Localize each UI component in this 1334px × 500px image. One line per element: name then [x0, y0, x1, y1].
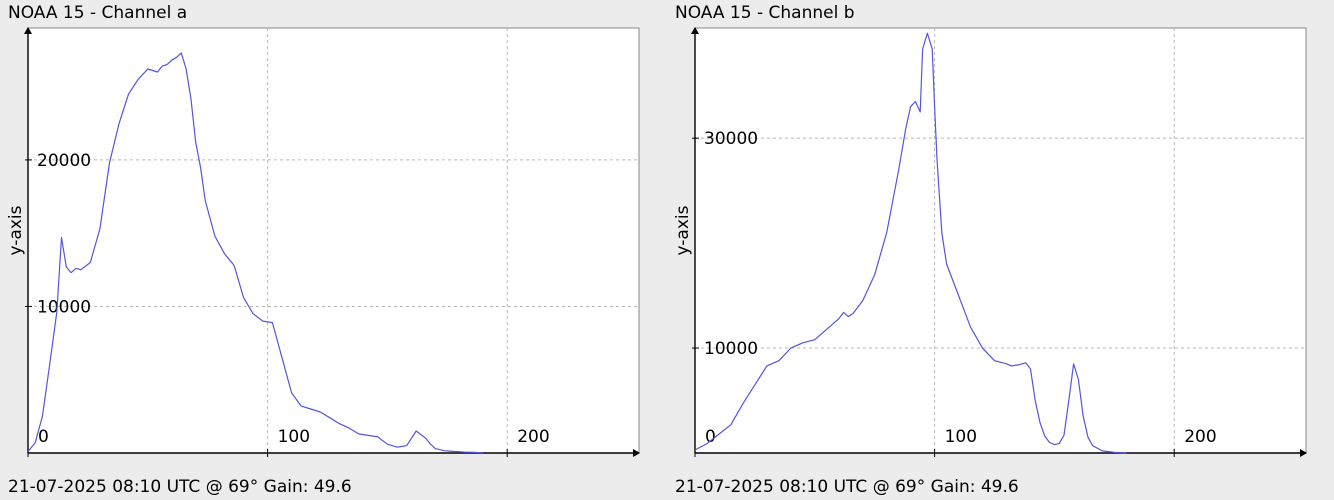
x-axis-arrow	[633, 449, 640, 457]
chart-title: NOAA 15 - Channel b	[675, 3, 855, 23]
x-tick-label: 100	[278, 427, 310, 447]
plot-area	[694, 27, 1307, 454]
x-tick-label: 0	[38, 427, 49, 447]
chart-b-svg: 0 100 200 10000 30000 y-axis	[673, 27, 1307, 457]
y-tick-label: 30000	[704, 129, 758, 149]
y-axis-label: y-axis	[6, 205, 26, 255]
x-tick-label: 200	[1184, 427, 1216, 447]
x-axis-arrow	[1300, 449, 1307, 457]
y-axis-label: y-axis	[673, 205, 693, 255]
chart-panel-b: NOAA 15 - Channel b 0 100 200 10000 30000 y-a…	[667, 0, 1334, 500]
y-axis-arrow	[691, 27, 699, 34]
y-tick-label: 10000	[37, 297, 91, 317]
chart-panel-a: NOAA 15 - Channel a 0 100 200 10000 20000 y-a…	[6, 3, 640, 497]
chart-footer: 21-07-2025 08:10 UTC @ 69° Gain: 49.6	[675, 477, 1019, 497]
series-line	[694, 32, 1127, 454]
y-tick-label: 10000	[704, 339, 758, 359]
y-tick-label: 20000	[37, 151, 91, 171]
x-tick-label: 100	[945, 427, 977, 447]
x-tick-label: 0	[705, 427, 716, 447]
chart-title: NOAA 15 - Channel a	[8, 3, 188, 23]
series-line	[27, 52, 484, 454]
chart-footer: 21-07-2025 08:10 UTC @ 69° Gain: 49.6	[8, 477, 352, 497]
y-axis-arrow	[24, 27, 32, 34]
x-tick-label: 200	[517, 427, 549, 447]
plot-area	[27, 27, 640, 454]
chart-a-svg: 0 100 200 10000 20000 y-axis	[6, 27, 640, 457]
